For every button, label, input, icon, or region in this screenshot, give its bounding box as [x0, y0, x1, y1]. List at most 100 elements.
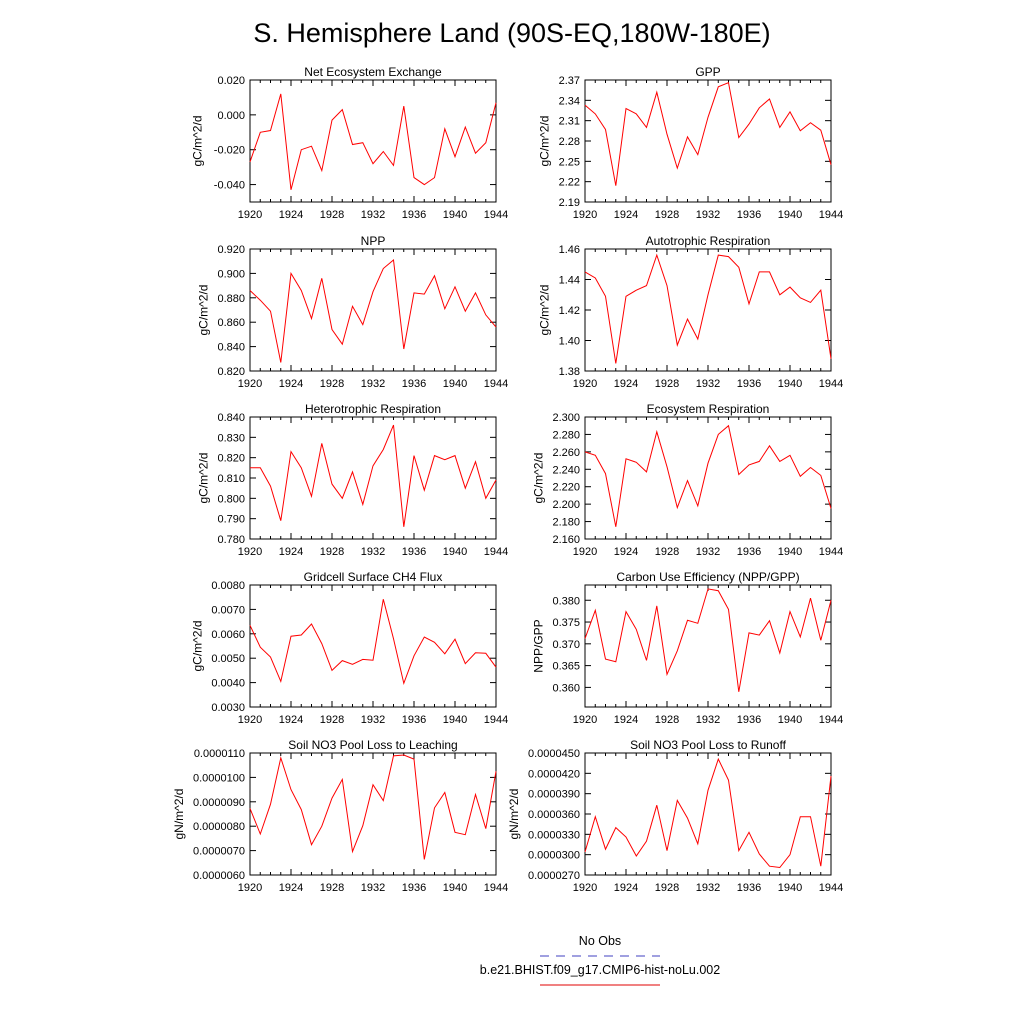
x-tick-label: 1944 [819, 714, 843, 726]
x-tick-label: 1928 [320, 546, 344, 558]
chart-panel-7: Gridcell Surface CH4 Flux 1920 1924 1928 193… [190, 570, 508, 726]
x-tick-label: 1920 [238, 546, 262, 558]
y-tick-label: 0.0030 [211, 702, 245, 714]
legend: No Obs b.e21.BHIST.f09_g17.CMIP6-hist-no… [480, 934, 720, 986]
x-tick-label: 1928 [320, 714, 344, 726]
panel-title: Net Ecosystem Exchange [304, 65, 442, 79]
chart-panel-1: Net Ecosystem Exchange 1920 1924 1928 1932 19… [190, 65, 508, 221]
y-axis-label: gN/m^2/d [507, 789, 521, 840]
chart-panel-8: Carbon Use Efficiency (NPP/GPP) 1920 1924 1… [532, 570, 844, 726]
x-tick-label: 1920 [238, 209, 262, 221]
plot-frame [249, 79, 497, 203]
series-line [249, 754, 497, 860]
series-line [584, 757, 832, 869]
y-tick-label: -0.020 [214, 145, 245, 157]
series-line [584, 82, 832, 186]
x-tick-label: 1924 [614, 546, 638, 558]
y-tick-label: 1.38 [559, 366, 580, 378]
y-tick-label: 0.0000450 [528, 748, 580, 760]
y-tick-label: 0.0000090 [193, 797, 245, 809]
x-tick-label: 1936 [402, 209, 426, 221]
y-tick-label: 2.37 [559, 75, 580, 87]
y-tick-label: 2.34 [559, 95, 580, 107]
x-tick-label: 1940 [778, 209, 802, 221]
x-tick-label: 1936 [402, 714, 426, 726]
y-tick-label: 0.375 [552, 617, 580, 629]
x-tick-label: 1944 [819, 378, 843, 390]
y-tick-label: 0.360 [552, 682, 580, 694]
y-tick-label: 2.260 [552, 447, 580, 459]
legend-label-no-obs: No Obs [579, 934, 621, 948]
y-tick-label: 0.370 [552, 639, 580, 651]
y-tick-label: 2.220 [552, 482, 580, 494]
y-axis-label: gC/m^2/d [538, 285, 552, 336]
x-tick-label: 1932 [361, 209, 385, 221]
y-tick-label: 2.25 [559, 156, 580, 168]
y-tick-label: 0.790 [217, 514, 245, 526]
panel-title: Gridcell Surface CH4 Flux [304, 570, 443, 584]
panel-title: Carbon Use Efficiency (NPP/GPP) [616, 570, 799, 584]
panel-title: GPP [695, 65, 720, 79]
y-tick-label: 1.46 [559, 244, 580, 256]
y-tick-label: 0.0050 [211, 653, 245, 665]
y-tick-label: 0.840 [217, 342, 245, 354]
x-tick-label: 1944 [484, 546, 508, 558]
series-line [249, 93, 497, 190]
panel-title: Soil NO3 Pool Loss to Runoff [630, 738, 787, 752]
x-tick-label: 1940 [778, 714, 802, 726]
x-tick-label: 1920 [238, 378, 262, 390]
plot-frame [584, 752, 832, 876]
x-tick-label: 1924 [614, 882, 638, 894]
y-tick-label: 2.28 [559, 136, 580, 148]
chart-panel-4: Autotrophic Respiration 1920 1924 1928 1932 1… [538, 234, 844, 390]
x-tick-label: 1932 [696, 209, 720, 221]
x-tick-label: 1932 [361, 378, 385, 390]
x-tick-label: 1928 [655, 209, 679, 221]
series-line [250, 424, 497, 527]
x-tick-label: 1920 [573, 378, 597, 390]
y-tick-label: 0.880 [217, 293, 245, 305]
y-tick-label: 0.0040 [211, 678, 245, 690]
x-tick-label: 1932 [696, 546, 720, 558]
y-tick-label: 0.780 [217, 534, 245, 546]
y-tick-label: 0.840 [217, 412, 245, 424]
y-tick-label: 0.0000070 [193, 846, 245, 858]
y-tick-label: -0.040 [214, 180, 245, 192]
y-tick-label: 0.0000080 [193, 821, 245, 833]
y-tick-label: 1.44 [559, 275, 580, 287]
x-tick-label: 1928 [655, 714, 679, 726]
y-tick-label: 0.0000270 [528, 870, 580, 882]
y-tick-label: 2.160 [552, 534, 580, 546]
y-tick-label: 0.0000300 [528, 850, 580, 862]
y-tick-label: 2.31 [559, 116, 580, 128]
y-tick-label: 2.300 [552, 412, 580, 424]
y-tick-label: 2.180 [552, 517, 580, 529]
x-tick-label: 1944 [819, 882, 843, 894]
x-tick-label: 1928 [655, 546, 679, 558]
x-tick-label: 1932 [696, 882, 720, 894]
x-tick-label: 1936 [402, 882, 426, 894]
y-tick-label: 0.860 [217, 317, 245, 329]
y-tick-label: 2.22 [559, 177, 580, 189]
plot-frame [584, 416, 832, 540]
series-line [584, 253, 832, 364]
y-tick-label: 0.0000100 [193, 772, 245, 784]
chart-panel-10: Soil NO3 Pool Loss to Runoff 1920 1924 1928… [507, 738, 843, 894]
x-tick-label: 1940 [778, 882, 802, 894]
y-tick-label: 0.365 [552, 661, 580, 673]
x-tick-label: 1928 [655, 882, 679, 894]
y-tick-label: 2.19 [559, 197, 580, 209]
x-tick-label: 1940 [778, 378, 802, 390]
y-tick-label: 1.40 [559, 336, 580, 348]
y-tick-label: 0.800 [217, 493, 245, 505]
panel-title: NPP [361, 234, 386, 248]
x-tick-label: 1932 [361, 714, 385, 726]
x-tick-label: 1932 [361, 882, 385, 894]
y-tick-label: 0.820 [217, 453, 245, 465]
y-tick-label: 2.200 [552, 499, 580, 511]
x-tick-label: 1936 [737, 378, 761, 390]
x-tick-label: 1936 [402, 378, 426, 390]
x-tick-label: 1920 [573, 714, 597, 726]
chart-panel-3: NPP 1920 1924 1928 1932 1936 1940 1944 0.820 0.84… [197, 234, 509, 390]
plot-frame [249, 584, 497, 708]
